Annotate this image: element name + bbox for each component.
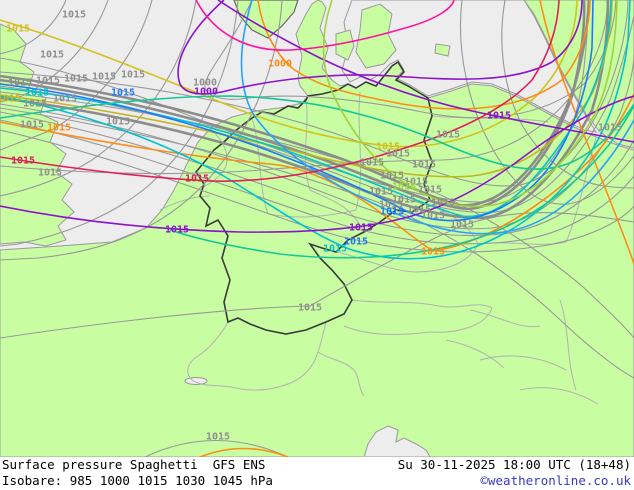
isobar-label: 1015 xyxy=(412,160,436,171)
isobar-label: 1015 xyxy=(431,198,455,209)
isobar-label: 1015 xyxy=(8,78,32,89)
isobar-line xyxy=(0,0,239,247)
isobar-label: 1015 xyxy=(421,247,445,258)
isobar-line xyxy=(204,0,617,119)
isobar-line xyxy=(0,0,283,261)
isobar-label: 1015 xyxy=(349,223,373,234)
island-funen xyxy=(335,29,355,61)
isobar-label: 1015 xyxy=(185,174,209,185)
isobar-label: 1015 xyxy=(380,207,404,218)
map-area: 1015 1015 1015 1015 1015 1015 1015 1015 1015 1015… xyxy=(0,0,634,457)
isobar-label: 1015 xyxy=(106,117,130,128)
isobar-label: 1015 xyxy=(323,244,347,255)
isobar-line xyxy=(257,0,591,110)
isobar-label: 1015 xyxy=(380,171,404,182)
isobar-line xyxy=(0,0,631,260)
isobar-label: 1015 xyxy=(53,94,77,105)
isobar-label: 1015 xyxy=(206,432,230,443)
isobar-label: 1000 xyxy=(268,59,292,70)
isobar-label: 1015 xyxy=(111,88,135,99)
isobar-line xyxy=(0,119,634,245)
isobar-line xyxy=(459,0,634,205)
isobar-line xyxy=(199,447,289,457)
isobar-label: 1015 xyxy=(598,123,622,134)
isobar-line xyxy=(0,0,610,220)
isobar-label: 1015 xyxy=(404,177,428,188)
isobar-line xyxy=(0,0,197,197)
isobar-line xyxy=(0,107,634,379)
isobar-label: 1015 xyxy=(450,220,474,231)
isobar-label: 1015 xyxy=(64,74,88,85)
island-bornholm xyxy=(434,43,451,57)
isobar-label: 1000 xyxy=(194,87,218,98)
isobar-label: 1015 xyxy=(23,99,47,110)
isobar-line xyxy=(240,0,634,235)
isobar-label: 1015 xyxy=(40,50,64,61)
product-title: Surface pressure Spaghetti GFS ENS xyxy=(2,457,266,472)
isobar-label: 1000 xyxy=(193,78,217,89)
isobar-line xyxy=(539,0,634,265)
isobar-label: 1015 xyxy=(421,211,445,222)
isobar-label: 1015 xyxy=(121,70,145,81)
isobar-label: 1015 xyxy=(298,303,322,314)
isobar-label: 1015 xyxy=(38,168,62,179)
isobar-line xyxy=(0,0,109,103)
isobar-label: 1015 xyxy=(379,200,403,211)
isobar-line xyxy=(501,0,634,189)
isobar-label: 1015 xyxy=(392,182,416,193)
isobar-label: 1015 xyxy=(418,185,442,196)
isobar-line xyxy=(0,95,634,170)
isobar-lines xyxy=(0,0,634,457)
isobar-line xyxy=(0,212,634,339)
isobar-line xyxy=(177,0,583,95)
isobar-label: 1015 xyxy=(376,142,400,153)
isobar-label: 1015 xyxy=(6,24,30,35)
isobar-label: 1015 xyxy=(165,225,189,236)
isobar-label: 1015 xyxy=(0,94,21,105)
isobar-label: 1015 xyxy=(92,72,116,83)
status-line-2: Isobare: 985 1000 1015 1030 1045 hPa ©we… xyxy=(0,473,634,489)
isobar-label: 1015 xyxy=(47,123,71,134)
lake-geneva xyxy=(184,377,208,385)
isobar-line xyxy=(217,0,634,143)
isobar-line xyxy=(169,105,634,259)
isobar-label: 1015 xyxy=(36,76,60,87)
isobar-line xyxy=(0,0,629,187)
isobar-line xyxy=(0,0,613,178)
isobar-line xyxy=(0,0,608,175)
isobar-label: 1015 xyxy=(20,120,44,131)
isobar-line xyxy=(0,95,634,233)
valid-time: Su 30-11-2025 18:00 UTC (18+48) xyxy=(397,457,631,472)
country-borders-minor xyxy=(159,91,599,405)
isobar-line xyxy=(0,0,560,183)
status-bar: Surface pressure Spaghetti GFS ENS Su 30… xyxy=(0,457,634,490)
isobar-label: 1015 xyxy=(360,158,384,169)
isobar-label: 1015 xyxy=(386,149,410,160)
isobar-line xyxy=(0,0,578,148)
isobar-line xyxy=(195,0,455,51)
isobar-line xyxy=(322,0,618,208)
isobar-label: 1015 xyxy=(344,237,368,248)
isobar-line xyxy=(0,0,153,151)
status-line-1: Surface pressure Spaghetti GFS ENS Su 30… xyxy=(0,457,634,473)
sea-adriatic xyxy=(363,425,431,457)
credit-link[interactable]: ©weatheronline.co.uk xyxy=(480,473,631,488)
isobar-legend: Isobare: 985 1000 1015 1030 1045 hPa xyxy=(2,473,273,488)
isobar-label: 1015 xyxy=(436,130,460,141)
isobar-label: 1015 xyxy=(487,111,511,122)
isobar-label: 1015 xyxy=(11,156,35,167)
isobar-line xyxy=(0,0,594,222)
isobar-label: 1015 xyxy=(392,195,416,206)
isobar-line xyxy=(144,440,289,457)
isobar-label: 1015 xyxy=(62,10,86,21)
isobar-label: 1015 xyxy=(25,88,49,99)
isobar-label: 1015 xyxy=(369,187,393,198)
isobar-line xyxy=(0,93,634,252)
isobar-label: 1015 xyxy=(407,205,431,216)
isobar-line xyxy=(0,129,634,253)
